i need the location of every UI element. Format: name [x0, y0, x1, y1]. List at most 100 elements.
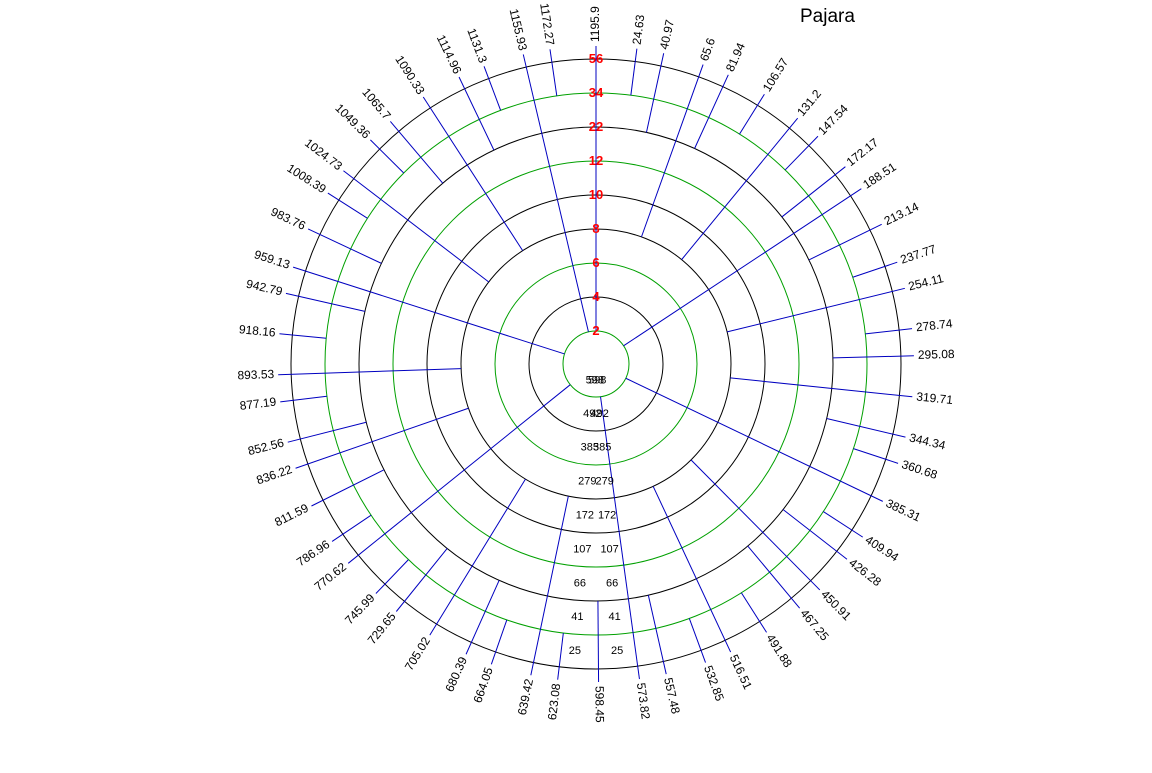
outer-angle-label: 40.97 [657, 18, 677, 51]
radial-line [490, 619, 508, 665]
radial-line [285, 292, 366, 312]
outer-angle-label: 770.62 [312, 560, 350, 594]
ring-step-label: 172 [576, 509, 594, 521]
diagram-title: Pajara [800, 6, 855, 27]
ring-step-label: 107 [600, 543, 618, 555]
outer-angle-label: 786.96 [294, 537, 333, 569]
radial-line [600, 396, 640, 680]
radial-line [782, 509, 848, 560]
ring-step-label: 107 [573, 543, 591, 555]
radial-line [740, 592, 767, 633]
ring-step-label: 279 [578, 476, 596, 488]
ring-step-label: 492 [583, 408, 601, 420]
outer-angle-label: 295.08 [918, 347, 955, 362]
radial-line [280, 395, 327, 403]
outer-angle-label: 959.13 [252, 247, 292, 272]
outer-angle-label: 426.28 [846, 556, 884, 590]
radial-line [630, 48, 638, 96]
outer-angle-label: 516.51 [727, 652, 755, 691]
outer-angle-label: 106.57 [760, 55, 791, 94]
radial-line [688, 618, 706, 663]
level-label-8: 8 [592, 221, 599, 236]
outer-angle-label: 65.6 [697, 36, 718, 63]
outer-angle-label: 918.16 [238, 322, 276, 339]
radial-line [652, 486, 732, 653]
outer-angle-label: 729.65 [365, 609, 399, 647]
radial-line [389, 121, 444, 184]
outer-angle-label: 450.91 [818, 587, 854, 623]
ring-step-label: 598 [586, 374, 604, 386]
level-label-12: 12 [589, 153, 603, 168]
outer-angle-label: 877.19 [239, 395, 277, 413]
outer-angle-label: 745.99 [342, 591, 378, 627]
radial-line [747, 545, 801, 609]
ring-step-label: 66 [574, 577, 586, 589]
radial-line [343, 170, 490, 283]
outer-angle-label: 491.88 [763, 632, 795, 671]
outer-angle-label: 237.77 [899, 242, 939, 267]
ring-step-label: 598 [588, 374, 606, 386]
radial-line [287, 421, 367, 443]
radial-line [647, 595, 667, 675]
outer-angle-label: 598.45 [592, 686, 606, 723]
radial-line [781, 166, 846, 218]
ring-step-label: 25 [569, 645, 581, 657]
outer-angle-label: 385.31 [884, 496, 923, 525]
outer-angle-label: 811.59 [272, 501, 311, 530]
radial-line [690, 459, 821, 591]
radial-line [597, 600, 600, 682]
radial-line [739, 93, 765, 135]
level-label-22: 22 [589, 119, 603, 134]
radial-line [458, 76, 495, 151]
radial-line [522, 54, 589, 332]
ring-step-label: 492 [590, 408, 608, 420]
ring-step-label: 41 [608, 611, 620, 623]
outer-angle-label: 1024.73 [302, 136, 345, 174]
radial-line [483, 66, 502, 111]
outer-angle-label: 147.54 [815, 101, 851, 137]
ring-step-label: 172 [598, 509, 616, 521]
radial-line [808, 223, 882, 261]
outer-angle-label: 1131.3 [464, 26, 490, 65]
radial-line [279, 333, 327, 339]
radial-line [640, 64, 704, 238]
outer-angle-label: 639.42 [515, 677, 536, 716]
radial-line [395, 548, 448, 612]
level-label-34: 34 [589, 85, 604, 100]
radial-line [465, 580, 500, 655]
level-label-6: 6 [592, 255, 599, 270]
radial-line [623, 188, 862, 347]
outer-angle-label: 131.2 [794, 87, 824, 119]
outer-angle-label: 680.39 [442, 654, 470, 694]
radial-line [375, 559, 409, 594]
radial-line [422, 96, 524, 251]
outer-angle-label: 172.17 [844, 135, 882, 169]
outer-angle-label: 664.05 [471, 665, 496, 705]
outer-angle-label: 705.02 [402, 634, 433, 673]
outer-angle-label: 213.14 [882, 199, 921, 228]
radial-line [307, 228, 382, 264]
radial-line [370, 139, 405, 174]
outer-angle-label: 942.79 [245, 277, 284, 299]
radial-line [645, 53, 665, 133]
outer-angle-label: 254.11 [907, 271, 945, 293]
ring-step-label: 41 [571, 611, 583, 623]
radial-line [727, 287, 905, 333]
outer-angle-label: 24.63 [630, 14, 648, 46]
level-label-2: 2 [592, 323, 599, 338]
outer-angle-label: 1114.96 [434, 32, 465, 76]
radial-line [853, 448, 899, 464]
outer-angle-label: 836.22 [255, 462, 295, 487]
outer-angle-label: 278.74 [915, 316, 953, 334]
outer-angle-label: 532.85 [701, 664, 727, 704]
radial-line [557, 632, 564, 680]
ring-step-label: 385 [581, 442, 599, 454]
outer-angle-label: 1008.39 [285, 161, 329, 196]
outer-angle-label: 983.76 [269, 205, 308, 233]
radial-line [530, 496, 569, 676]
outer-angle-label: 360.68 [900, 457, 940, 482]
level-label-56: 56 [589, 51, 603, 66]
level-label-4: 4 [592, 289, 600, 304]
outer-angle-label: 1090.33 [392, 53, 427, 97]
